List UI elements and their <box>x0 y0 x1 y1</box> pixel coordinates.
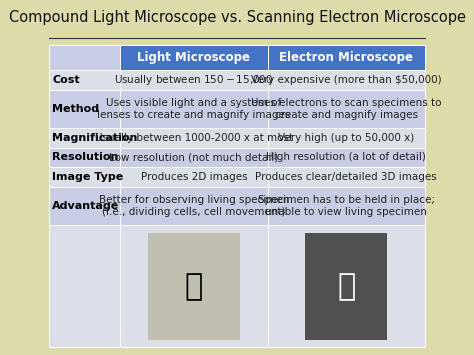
Text: Produces 2D images: Produces 2D images <box>141 172 247 182</box>
FancyBboxPatch shape <box>268 148 425 167</box>
Text: Method: Method <box>53 104 100 114</box>
Text: Magnification: Magnification <box>53 133 138 143</box>
Text: Very high (up to 50,000 x): Very high (up to 50,000 x) <box>278 133 414 143</box>
FancyBboxPatch shape <box>120 186 268 225</box>
FancyBboxPatch shape <box>49 129 120 148</box>
FancyBboxPatch shape <box>49 90 120 129</box>
Text: Image Type: Image Type <box>53 172 124 182</box>
Text: Compound Light Microscope vs. Scanning Electron Microscope: Compound Light Microscope vs. Scanning E… <box>9 10 465 24</box>
Text: Uses visible light and a system of
lenses to create and magnify images: Uses visible light and a system of lense… <box>97 98 291 120</box>
FancyBboxPatch shape <box>49 225 120 347</box>
FancyBboxPatch shape <box>268 167 425 186</box>
Text: 🔭: 🔭 <box>337 272 356 301</box>
FancyBboxPatch shape <box>120 70 268 90</box>
Text: Better for observing living specimen
(i.e., dividing cells, cell movement): Better for observing living specimen (i.… <box>99 195 289 217</box>
FancyBboxPatch shape <box>148 233 240 340</box>
FancyBboxPatch shape <box>49 148 120 167</box>
Text: High resolution (a lot of detail): High resolution (a lot of detail) <box>266 153 426 163</box>
FancyBboxPatch shape <box>268 70 425 90</box>
FancyBboxPatch shape <box>305 233 387 340</box>
FancyBboxPatch shape <box>120 45 268 70</box>
FancyBboxPatch shape <box>49 167 120 186</box>
Text: Usually between $150-$15,000: Usually between $150-$15,000 <box>114 73 273 87</box>
Text: Advantage: Advantage <box>53 201 119 211</box>
FancyBboxPatch shape <box>120 129 268 148</box>
Text: Resolution: Resolution <box>53 153 119 163</box>
Text: Low resolution (not much detail): Low resolution (not much detail) <box>109 153 279 163</box>
FancyBboxPatch shape <box>49 186 120 225</box>
FancyBboxPatch shape <box>268 45 425 70</box>
FancyBboxPatch shape <box>268 186 425 225</box>
Text: Electron Microscope: Electron Microscope <box>279 51 413 64</box>
Text: Specimen has to be held in place;
unable to view living specimen: Specimen has to be held in place; unable… <box>258 195 435 217</box>
Text: 🔬: 🔬 <box>185 272 203 301</box>
Text: Cost: Cost <box>53 75 80 85</box>
FancyBboxPatch shape <box>120 148 268 167</box>
FancyBboxPatch shape <box>120 167 268 186</box>
FancyBboxPatch shape <box>49 70 120 90</box>
FancyBboxPatch shape <box>268 225 425 347</box>
Text: Uses electrons to scan specimens to
create and magnify images: Uses electrons to scan specimens to crea… <box>251 98 441 120</box>
Text: Usually between 1000-2000 x at most: Usually between 1000-2000 x at most <box>95 133 293 143</box>
Text: Very expensive (more than $50,000): Very expensive (more than $50,000) <box>251 75 441 85</box>
Text: Light Microscope: Light Microscope <box>137 51 250 64</box>
FancyBboxPatch shape <box>268 129 425 148</box>
FancyBboxPatch shape <box>268 90 425 129</box>
FancyBboxPatch shape <box>49 45 120 70</box>
FancyBboxPatch shape <box>120 225 268 347</box>
FancyBboxPatch shape <box>120 90 268 129</box>
Text: Produces clear/detailed 3D images: Produces clear/detailed 3D images <box>255 172 437 182</box>
